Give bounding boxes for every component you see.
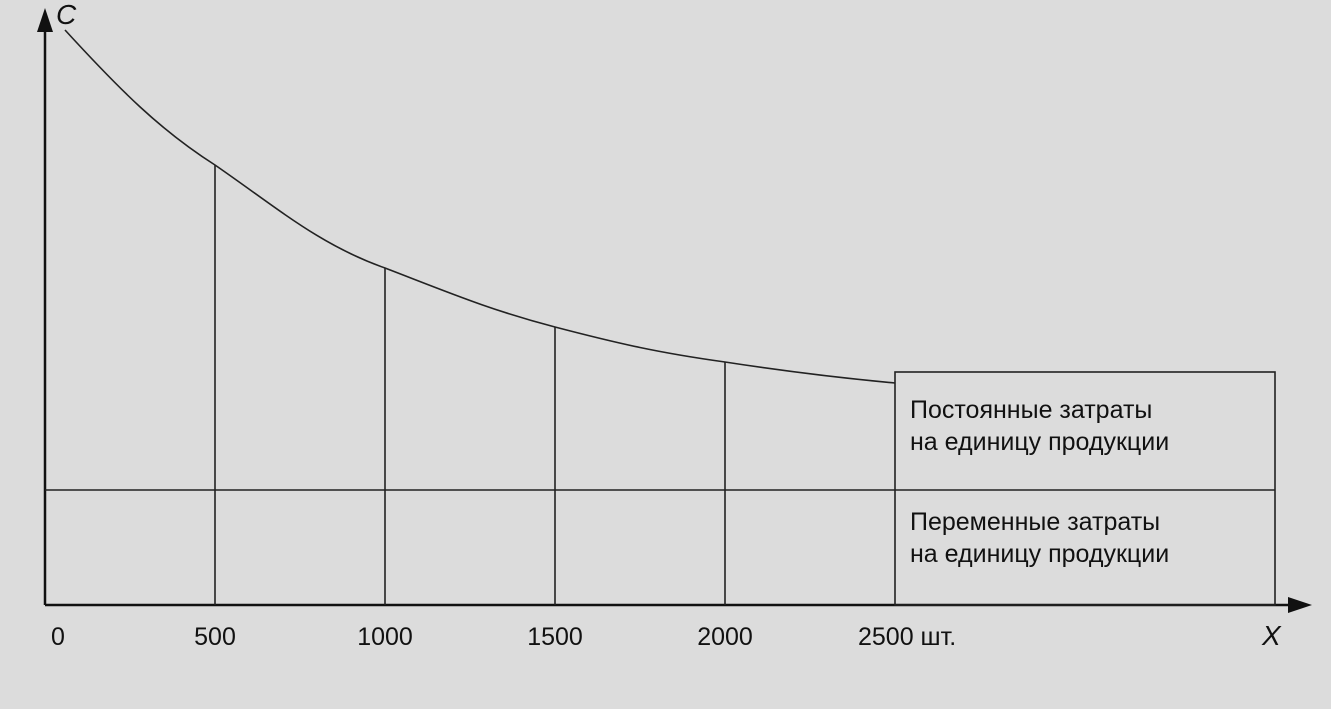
x-tick-label: 1500 [527, 623, 583, 651]
x-axis-arrow [1288, 597, 1312, 613]
legend-variable-line2: на единицу продукции [910, 540, 1169, 568]
x-tick-label: 500 [194, 623, 236, 651]
y-axis-label: C [56, 0, 77, 30]
y-axis-arrow [37, 8, 53, 32]
x-tick-label: 1000 [357, 623, 413, 651]
x-tick-label: 2500 шт. [858, 623, 956, 651]
legend-fixed-line2: на единицу продукции [910, 428, 1169, 456]
x-axis-label: X [1261, 620, 1282, 651]
legend-variable-line1: Переменные затраты [910, 508, 1160, 536]
fixed-cost-curve [64, 29, 896, 384]
x-tick-label: 0 [51, 623, 65, 651]
legend-fixed-line1: Постоянные затраты [910, 396, 1152, 424]
legend-box [894, 371, 1276, 606]
x-tick-label: 2000 [697, 623, 753, 651]
